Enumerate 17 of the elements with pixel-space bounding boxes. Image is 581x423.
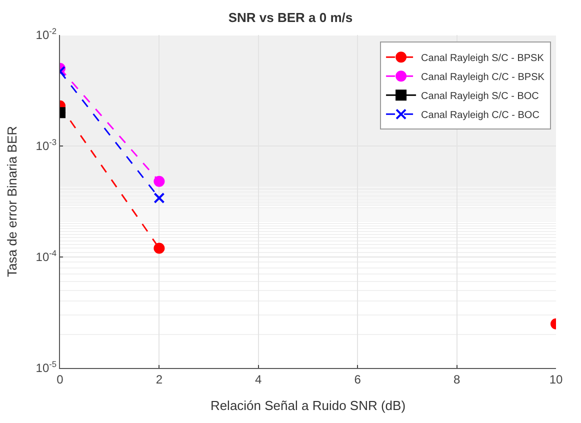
legend-label: Canal Rayleigh S/C - BPSK (421, 53, 544, 64)
x-axis-title: Relación Señal a Ruido SNR (dB) (210, 398, 406, 413)
legend-label: Canal Rayleigh C/C - BOC (421, 110, 540, 122)
y-tick-label: 10$^{-2}$ (36, 26, 57, 42)
chart-title: SNR vs BER a 0 m/s (228, 10, 353, 25)
x-tick-label: 4 (255, 372, 262, 386)
y-axis-title: Tasa de error Binaria BER (4, 126, 20, 278)
x-tick-label: 2 (156, 372, 163, 386)
y-tick-label: 10$^{-5}$ (36, 359, 57, 376)
x-tick-label: 8 (453, 372, 460, 386)
legend-label: Canal Rayleigh C/C - BPSK (421, 72, 545, 84)
x-tick-label: 0 (56, 372, 64, 386)
y-tick-label: 10$^{-3}$ (36, 137, 57, 154)
x-tick-label: 10 (549, 372, 563, 386)
x-tick-label: 6 (354, 372, 362, 386)
legend-label: Canal Rayleigh S/C - BOC (421, 91, 539, 102)
y-tick-label: 10$^{-4}$ (36, 248, 57, 264)
